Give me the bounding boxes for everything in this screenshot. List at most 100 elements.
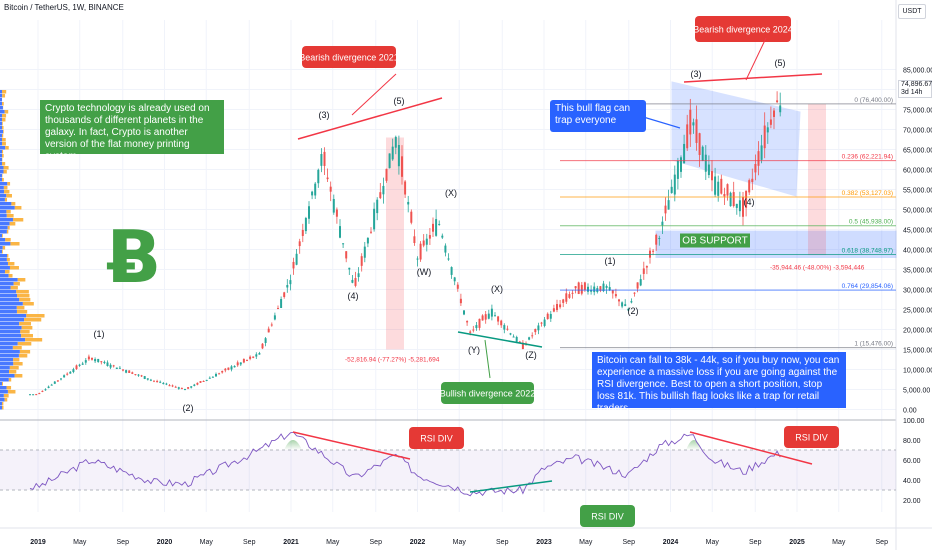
candle-body — [448, 258, 450, 259]
candle-body — [655, 235, 657, 245]
bitcoin-logo-icon: Ƀ — [107, 215, 162, 299]
candle-body — [723, 194, 725, 196]
wave-label: (3) — [691, 69, 702, 79]
rsi-y-tick-label: 40.00 — [903, 478, 921, 485]
candle-body — [147, 378, 149, 379]
profile-bar-buy — [0, 166, 4, 170]
candle-body — [395, 137, 397, 148]
candle-body — [689, 110, 691, 135]
candle-body — [615, 294, 617, 296]
wave-label: (5) — [394, 96, 405, 106]
candle-body — [606, 286, 608, 288]
profile-bar-buy — [0, 386, 7, 390]
candle-body — [770, 119, 772, 124]
x-tick-label: Sep — [243, 539, 256, 546]
candle-body — [392, 147, 394, 160]
candle-body — [364, 247, 366, 258]
profile-bar-buy — [0, 258, 7, 262]
candle-body — [717, 182, 719, 196]
x-tick-label: Sep — [749, 539, 762, 546]
profile-bar-sell — [19, 298, 30, 302]
candle-body — [665, 206, 667, 214]
profile-bar-buy — [0, 186, 4, 190]
profile-bar-buy — [0, 214, 7, 218]
profile-bar-buy — [0, 366, 10, 370]
profile-bar-sell — [5, 146, 9, 150]
candle-body — [311, 192, 313, 196]
candle-body — [277, 308, 279, 309]
candle-body — [342, 243, 344, 244]
candle-body — [72, 369, 74, 372]
x-tick-label: May — [73, 539, 87, 546]
wave-label: (W) — [417, 267, 432, 277]
profile-bar-sell — [17, 294, 29, 298]
candle-body — [289, 280, 291, 284]
candle-body — [361, 256, 363, 266]
candle-body — [733, 192, 735, 206]
candle-body — [215, 374, 217, 377]
y-tick-label: 60,000.00 — [903, 168, 932, 175]
bull-flag-note: This bull flag can trap everyone — [550, 100, 646, 132]
rsi-div-label-2: RSI DIV — [795, 433, 828, 443]
candle-body — [128, 370, 130, 373]
candle-body — [193, 385, 195, 386]
candle-body — [227, 368, 229, 370]
candle-body — [57, 380, 59, 381]
candle-body — [69, 372, 71, 374]
profile-bar-sell — [2, 382, 3, 386]
profile-bar-buy — [0, 90, 2, 94]
candle-body — [51, 385, 53, 386]
profile-bar-sell — [7, 254, 8, 258]
candle-body — [302, 230, 304, 236]
candle-body — [497, 316, 499, 321]
profile-bar-buy — [0, 274, 9, 278]
candle-body — [258, 353, 260, 354]
candle-body — [212, 377, 214, 378]
candle-body — [97, 359, 99, 362]
profile-bar-sell — [5, 198, 7, 202]
candle-body — [324, 152, 326, 166]
candle-body — [528, 337, 530, 339]
profile-bar-buy — [0, 210, 6, 214]
candle-body — [767, 127, 769, 132]
candle-body — [66, 374, 68, 375]
profile-bar-buy — [0, 362, 13, 366]
candle-body — [661, 222, 663, 226]
candle-body — [271, 325, 273, 326]
profile-bar-sell — [10, 242, 19, 246]
profile-bar-sell — [5, 270, 10, 274]
x-tick-label: May — [579, 539, 593, 546]
y-tick-label: 65,000.00 — [903, 148, 932, 155]
profile-bar-sell — [13, 362, 22, 366]
candle-body — [376, 200, 378, 213]
profile-bar-sell — [15, 206, 22, 210]
candle-body — [420, 244, 422, 260]
profile-bar-buy — [0, 234, 2, 238]
currency-button[interactable]: USDT — [898, 4, 926, 19]
candle-body — [469, 332, 471, 333]
candle-body — [432, 224, 434, 232]
profile-bar-buy — [0, 110, 5, 114]
candle-body — [190, 386, 192, 387]
profile-bar-sell — [17, 306, 25, 310]
candle-body — [162, 383, 164, 384]
profile-bar-sell — [8, 226, 10, 230]
candle-body — [463, 310, 465, 314]
candle-body — [181, 388, 183, 389]
candle-body — [35, 394, 37, 395]
profile-bar-buy — [0, 398, 5, 402]
rsi-overbought-fill — [686, 440, 702, 450]
candle-body — [510, 333, 512, 334]
profile-bar-sell — [22, 326, 33, 330]
bearish-2024-label: Bearish divergence 2024 — [693, 25, 793, 35]
profile-bar-buy — [0, 118, 2, 122]
candle-body — [773, 111, 775, 117]
profile-bar-buy — [0, 230, 7, 234]
profile-bar-sell — [3, 130, 4, 134]
candle-body — [224, 369, 226, 371]
fib-level-label: 0.382 (53,127.03) — [842, 190, 893, 197]
candle-body — [336, 209, 338, 216]
wave-label: (Z) — [525, 350, 537, 360]
profile-bar-buy — [0, 358, 13, 362]
